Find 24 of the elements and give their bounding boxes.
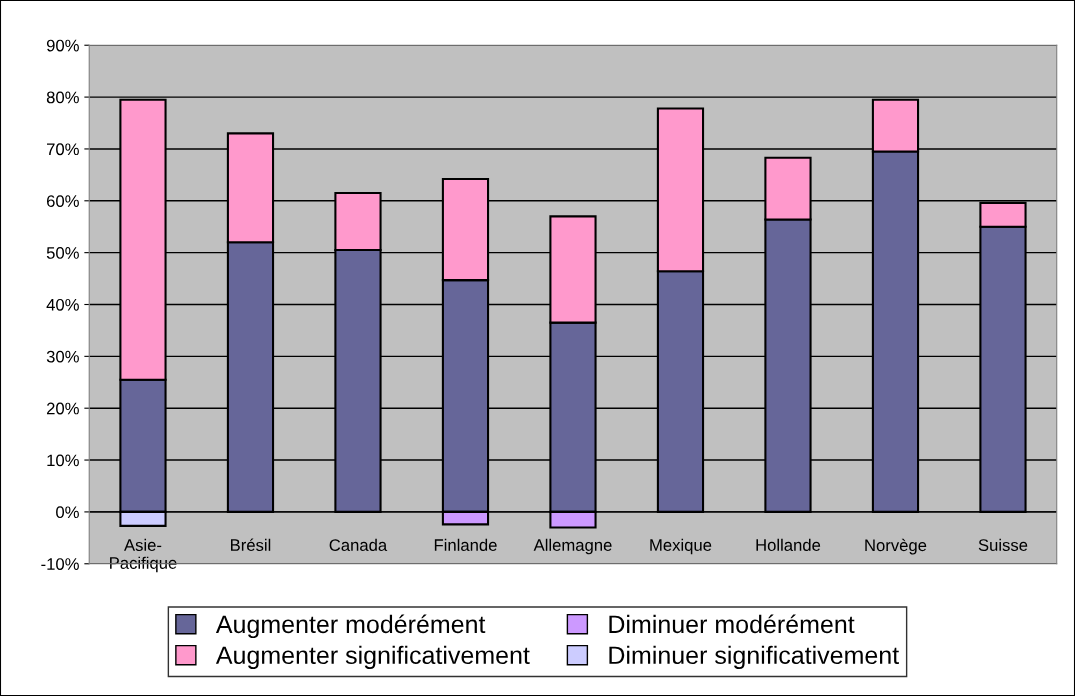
- x-tick-label: Allemagne: [533, 538, 612, 555]
- y-tick-label: 50%: [46, 247, 79, 259]
- y-tick-label: 20%: [46, 402, 79, 415]
- y-tick-label: -10%: [41, 558, 79, 570]
- x-tick-label: Mexique: [650, 538, 712, 555]
- x-tick-label: Asie- Pacifique: [110, 538, 177, 573]
- y-tick-label: 60%: [46, 195, 79, 207]
- legend-label: Augmenter modérément: [215, 614, 486, 639]
- y-tick-label: 70%: [47, 143, 79, 156]
- x-tick-label: Brésil: [231, 538, 271, 551]
- x-tick-label: Norvège: [865, 538, 927, 555]
- y-tick-label: 30%: [46, 350, 79, 363]
- x-tick-label: Suisse: [978, 538, 1028, 551]
- legend-label: Diminuer significativement: [609, 645, 899, 670]
- y-tick-label: 40%: [46, 298, 79, 311]
- x-tick-label: Canada: [329, 538, 388, 551]
- y-tick-label: 90%: [46, 39, 79, 52]
- y-tick-label: 10%: [47, 454, 79, 467]
- legend-label: Augmenter significativement: [215, 645, 530, 670]
- legend-label: Diminuer modérément: [609, 614, 855, 634]
- y-tick-label: 80%: [46, 91, 79, 104]
- x-tick-label: Finlande: [434, 538, 497, 551]
- y-tick-label: 0%: [56, 506, 79, 519]
- x-tick-label: Hollande: [756, 538, 821, 551]
